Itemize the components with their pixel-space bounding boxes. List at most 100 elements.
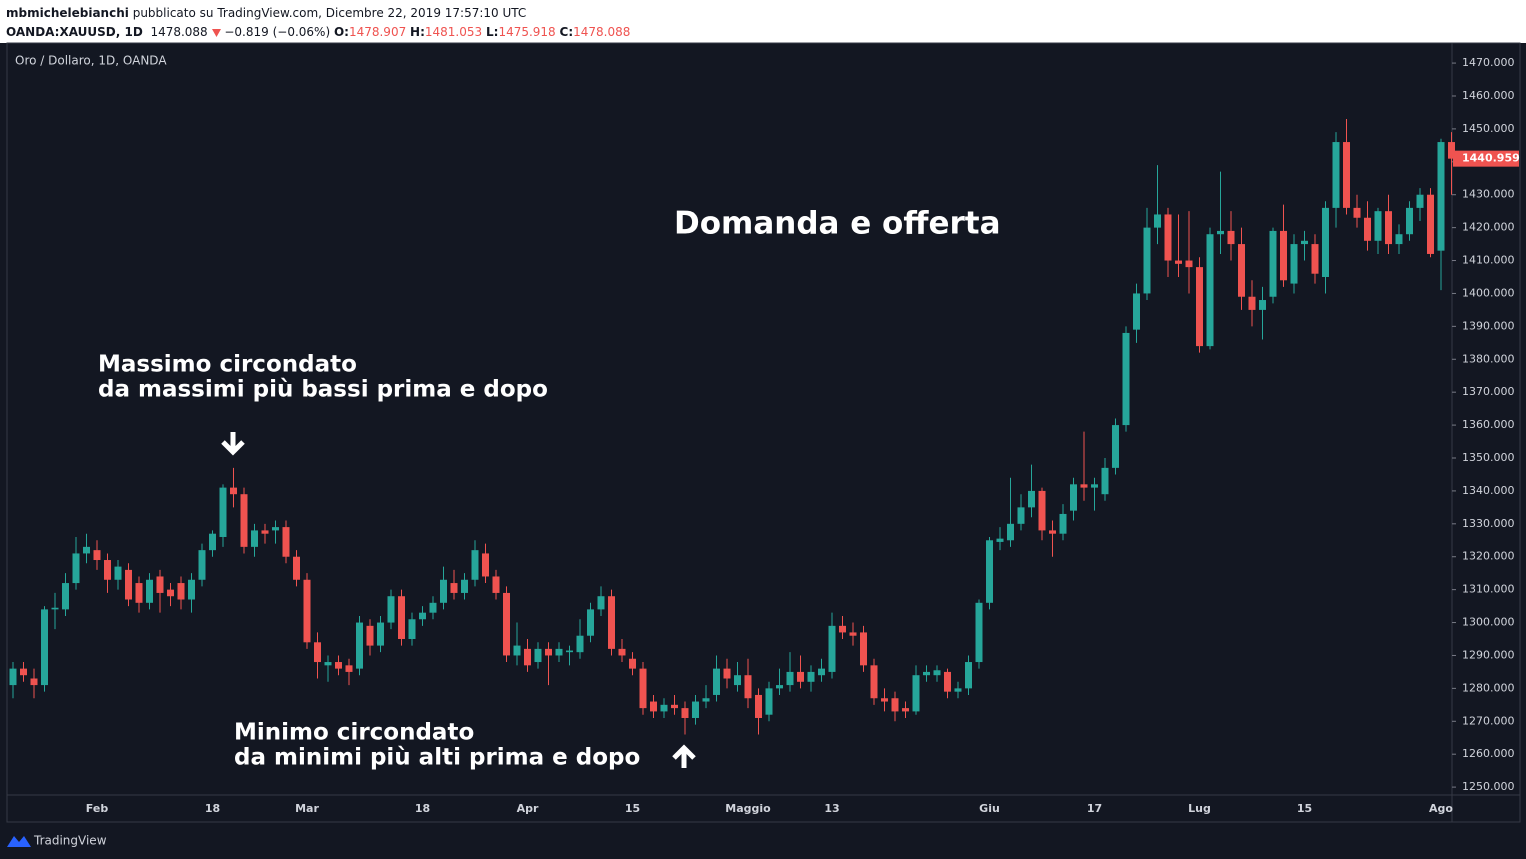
candle-body: [1091, 484, 1098, 488]
candle-body: [83, 546, 90, 554]
candle-body: [797, 671, 804, 682]
candle-body: [996, 538, 1004, 542]
y-tick-label: 1300.000: [1462, 616, 1515, 629]
candle-body: [650, 701, 657, 712]
candle-body: [524, 648, 531, 666]
candle-body: [1133, 293, 1140, 330]
candle-body: [597, 596, 605, 610]
candle-body: [828, 625, 836, 672]
y-tick-label: 1280.000: [1462, 681, 1515, 694]
candle-body: [51, 607, 59, 610]
candle-body: [776, 685, 783, 689]
candle-body: [1322, 207, 1329, 277]
annotation: Minimo circondato: [234, 720, 474, 746]
candle-body: [9, 668, 17, 686]
candle-body: [1154, 214, 1161, 228]
candle-body: [1112, 425, 1119, 468]
candle-body: [156, 576, 164, 593]
candle-body: [492, 576, 500, 593]
candle-body: [744, 675, 752, 699]
header: mbmichelebianchi pubblicato su TradingVi…: [6, 4, 630, 42]
candle-body: [723, 668, 731, 679]
candle-body: [1353, 207, 1361, 218]
brand: TradingView: [33, 834, 107, 848]
candle-body: [62, 583, 69, 610]
quote-line: OANDA:XAUUSD, 1D 1478.088 −0.819 (−0.06%…: [6, 23, 630, 42]
candle-body: [345, 665, 353, 672]
candle-body: [240, 494, 248, 547]
annotation: da minimi più alti prima e dopo: [234, 745, 640, 771]
candle-body: [377, 622, 384, 646]
candle-body: [1385, 211, 1392, 245]
candle-body: [975, 602, 983, 663]
ohlc-value: 1481.053: [424, 25, 483, 39]
y-tick-label: 1400.000: [1462, 286, 1515, 299]
candle-body: [902, 708, 909, 712]
candle-body: [986, 540, 993, 603]
candle-body: [1416, 194, 1424, 208]
ohlc-label: O:: [333, 25, 349, 39]
candle-body: [1248, 296, 1256, 310]
candles: [9, 119, 1455, 735]
candle-body: [1227, 230, 1235, 245]
x-tick-label: Giu: [979, 802, 1000, 815]
y-tick-label: 1310.000: [1462, 583, 1515, 596]
candle-body: [702, 698, 710, 702]
candle-body: [366, 625, 374, 646]
y-tick-label: 1250.000: [1462, 780, 1515, 793]
y-tick-label: 1290.000: [1462, 648, 1515, 661]
candle-body: [93, 550, 101, 561]
ohlc-value: 1478.907: [348, 25, 407, 39]
candle-body: [324, 662, 332, 666]
candle-body: [965, 662, 972, 689]
candle-body: [912, 675, 920, 712]
candle-body: [671, 704, 678, 709]
tv-logo: [7, 836, 31, 847]
candle-body: [177, 583, 185, 600]
candle-body: [104, 560, 111, 580]
candle-body: [1175, 260, 1182, 264]
candle-body: [146, 579, 153, 603]
candle-body: [188, 579, 195, 600]
candle-body: [1437, 142, 1445, 251]
candle-body: [471, 550, 479, 580]
candle-body: [576, 635, 584, 653]
candle-body: [608, 596, 615, 649]
x-tick-label: Apr: [517, 802, 539, 815]
candle-body: [1217, 230, 1224, 235]
arrow-up: [672, 744, 696, 768]
candle-body: [167, 589, 174, 597]
candle-body: [545, 648, 552, 656]
candle-body: [72, 553, 80, 584]
candle-body: [944, 671, 951, 692]
x-tick-label: Lug: [1188, 802, 1211, 815]
candle-body: [1059, 513, 1067, 534]
candle-body: [555, 648, 563, 656]
candle-body: [1028, 490, 1035, 508]
candle-body: [398, 596, 405, 640]
candle-body: [1017, 507, 1025, 524]
price: 1478.088: [150, 25, 208, 39]
ohlc: O:1478.907 H:1481.053 L:1475.918 C:1478.…: [334, 25, 630, 39]
x-tick-label: 15: [1297, 802, 1312, 815]
candle-body: [1259, 300, 1266, 310]
candle-body: [1290, 244, 1298, 284]
ohlc-value: 1475.918: [498, 25, 556, 39]
candle-body: [1406, 207, 1413, 235]
candle-body: [881, 698, 888, 702]
candle-body: [1448, 142, 1455, 159]
candle-body: [765, 688, 773, 715]
candle-body: [30, 678, 38, 686]
y-tick-label: 1390.000: [1462, 319, 1515, 332]
x-tick-label: 18: [205, 802, 220, 815]
candle-body: [251, 530, 258, 547]
candle-body: [1427, 194, 1434, 254]
candle-body: [755, 694, 762, 718]
candle-body: [503, 592, 510, 656]
candle-body: [692, 701, 699, 718]
candle-body: [849, 632, 857, 636]
candle-body: [20, 668, 27, 676]
candle-body: [1374, 211, 1382, 241]
candle-body: [1122, 332, 1130, 426]
